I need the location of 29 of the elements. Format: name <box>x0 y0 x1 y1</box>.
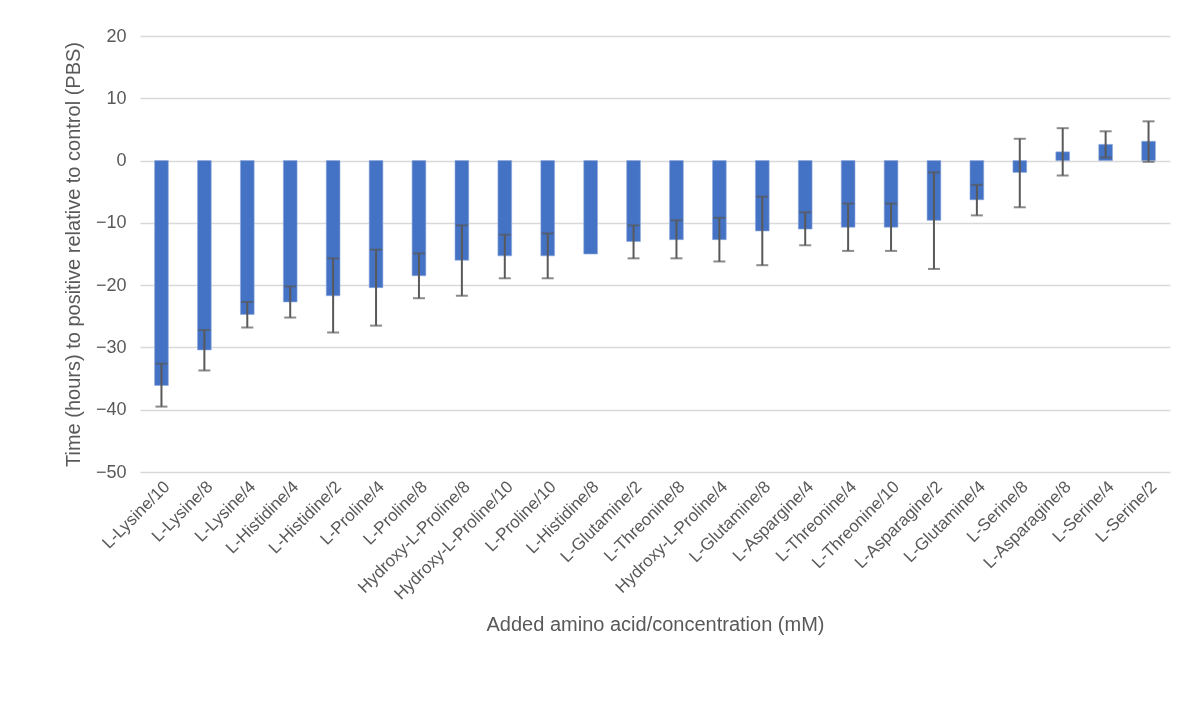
bar <box>497 160 513 257</box>
bar <box>239 160 255 315</box>
y-tick-label: −20 <box>95 274 127 295</box>
y-tick-label: 10 <box>106 87 127 108</box>
y-tick-label: −30 <box>95 336 127 357</box>
bar <box>282 160 298 303</box>
bar <box>626 160 641 243</box>
y-tick-label: 20 <box>106 25 127 46</box>
x-axis-title: Added amino acid/concentration (mM) <box>486 612 825 635</box>
bar <box>583 160 598 255</box>
y-tick-label: −50 <box>95 461 127 482</box>
bar <box>454 160 470 261</box>
bar <box>754 160 770 232</box>
bar <box>969 160 985 201</box>
bar <box>840 160 856 228</box>
bar <box>669 160 684 241</box>
bar <box>325 160 341 297</box>
bar <box>411 160 427 277</box>
bar <box>197 160 212 351</box>
bar <box>883 160 899 228</box>
y-tick-label: −10 <box>95 212 127 233</box>
bar <box>368 160 384 289</box>
bar <box>797 160 813 230</box>
y-axis-title: Time (hours) to positive relative to control (PBS) <box>61 42 84 467</box>
bar <box>712 160 727 241</box>
y-tick-label: −40 <box>95 399 127 420</box>
y-tick-label: 0 <box>116 150 127 171</box>
bar <box>154 160 169 386</box>
bar <box>540 160 556 257</box>
